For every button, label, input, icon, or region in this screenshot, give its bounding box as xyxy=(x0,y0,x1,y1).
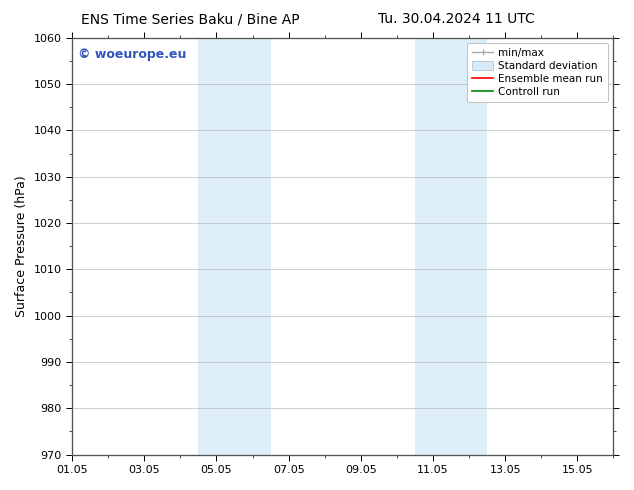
Legend: min/max, Standard deviation, Ensemble mean run, Controll run: min/max, Standard deviation, Ensemble me… xyxy=(467,43,608,102)
Y-axis label: Surface Pressure (hPa): Surface Pressure (hPa) xyxy=(15,175,28,317)
Bar xyxy=(198,38,235,455)
Text: Tu. 30.04.2024 11 UTC: Tu. 30.04.2024 11 UTC xyxy=(378,12,535,26)
Text: ENS Time Series Baku / Bine AP: ENS Time Series Baku / Bine AP xyxy=(81,12,299,26)
Bar xyxy=(451,38,487,455)
Text: © woeurope.eu: © woeurope.eu xyxy=(77,48,186,61)
Bar xyxy=(235,38,271,455)
Bar xyxy=(415,38,451,455)
